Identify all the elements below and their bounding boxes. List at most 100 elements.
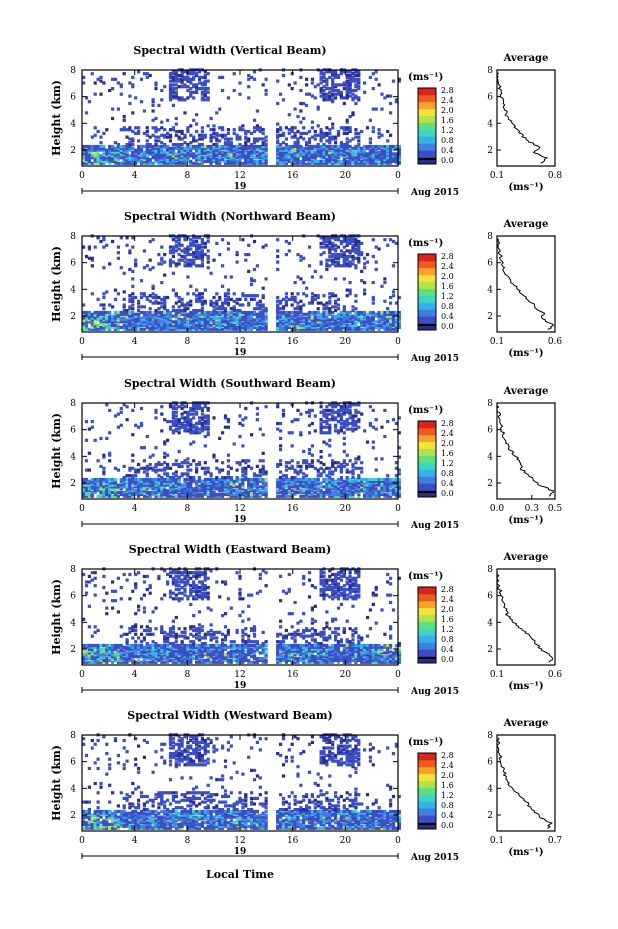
heatmap-cell bbox=[339, 406, 343, 411]
heatmap-cell bbox=[203, 466, 207, 470]
heatmap-cell bbox=[139, 487, 144, 491]
heatmap-cell bbox=[345, 75, 349, 79]
heatmap-cell bbox=[357, 457, 361, 461]
heatmap-cell bbox=[238, 156, 242, 160]
y-axis-label: Height (km) bbox=[50, 80, 63, 156]
heatmap-cell bbox=[255, 464, 259, 468]
heatmap-cell bbox=[145, 434, 149, 439]
heatmap-cell bbox=[171, 323, 175, 328]
heatmap-cell bbox=[134, 154, 138, 158]
heatmap-cell bbox=[166, 135, 170, 139]
heatmap-cell bbox=[200, 148, 204, 152]
heatmap-cell bbox=[166, 325, 170, 329]
heatmap-cell bbox=[322, 144, 326, 149]
heatmap-cell bbox=[383, 152, 387, 156]
heatmap-cell bbox=[157, 477, 161, 482]
heatmap-cell bbox=[313, 414, 317, 418]
heatmap-cell bbox=[174, 309, 178, 313]
heatmap-cell bbox=[200, 137, 204, 141]
heatmap-cell bbox=[96, 312, 100, 316]
heatmap-cell bbox=[180, 70, 184, 74]
heatmap-cell bbox=[145, 264, 149, 268]
heatmap-cell bbox=[174, 323, 178, 328]
heatmap-cell bbox=[371, 297, 375, 301]
heatmap-cell bbox=[250, 316, 254, 320]
heatmap-cell bbox=[316, 487, 320, 491]
heatmap-cell bbox=[307, 159, 312, 163]
heatmap-cell bbox=[151, 316, 155, 320]
heatmap-cell bbox=[96, 156, 100, 160]
heatmap-cell bbox=[163, 455, 167, 459]
heatmap-cell bbox=[235, 159, 239, 163]
heatmap-cell bbox=[276, 122, 280, 126]
heatmap-cell bbox=[247, 301, 251, 305]
heatmap-cell bbox=[238, 322, 242, 326]
heatmap-cell bbox=[342, 327, 346, 331]
heatmap-cell bbox=[365, 477, 370, 482]
heatmap-cell bbox=[319, 245, 323, 249]
heatmap-cell bbox=[307, 146, 312, 150]
heatmap-cell bbox=[279, 157, 283, 162]
heatmap-cell bbox=[174, 320, 178, 324]
heatmap-cell bbox=[189, 314, 193, 318]
heatmap-cell bbox=[203, 318, 207, 322]
heatmap-cell bbox=[226, 247, 230, 251]
heatmap-cell bbox=[215, 485, 219, 489]
heatmap-cell bbox=[87, 256, 91, 260]
heatmap-cell bbox=[137, 70, 141, 74]
heatmap-cell bbox=[357, 251, 361, 255]
heatmap-cell bbox=[105, 159, 109, 163]
heatmap-cell bbox=[134, 295, 138, 300]
heatmap-cell bbox=[342, 150, 346, 154]
heatmap-cell bbox=[174, 262, 178, 266]
heatmap-cell bbox=[180, 152, 184, 156]
heatmap-cell bbox=[345, 310, 349, 315]
heatmap-cell bbox=[377, 479, 381, 483]
heatmap-cell bbox=[102, 156, 106, 160]
heatmap-cell bbox=[197, 481, 202, 485]
heatmap-cell bbox=[215, 476, 219, 480]
heatmap-cell bbox=[87, 479, 91, 483]
heatmap-cell bbox=[206, 150, 210, 154]
heatmap-cell bbox=[325, 318, 329, 322]
heatmap-cell bbox=[157, 489, 161, 493]
heatmap-cell bbox=[339, 154, 343, 158]
heatmap-cell bbox=[339, 126, 343, 130]
heatmap-cell bbox=[139, 323, 144, 328]
heatmap-cell bbox=[325, 322, 329, 326]
heatmap-cell bbox=[397, 323, 401, 328]
heatmap-cell bbox=[357, 492, 361, 496]
heatmap-cell bbox=[336, 464, 341, 468]
heatmap-cell bbox=[258, 322, 262, 326]
heatmap-cell bbox=[305, 159, 309, 163]
heatmap-cell bbox=[168, 90, 173, 94]
heatmap-cell bbox=[122, 161, 126, 165]
heatmap-cell bbox=[258, 320, 262, 324]
heatmap-cell bbox=[296, 275, 300, 279]
heatmap-cell bbox=[299, 412, 303, 416]
heatmap-cell bbox=[119, 85, 123, 89]
heatmap-cell bbox=[252, 159, 257, 163]
heatmap-cell bbox=[186, 427, 190, 431]
heatmap-cell bbox=[122, 316, 126, 320]
heatmap-cell bbox=[316, 154, 320, 158]
heatmap-cell bbox=[255, 494, 259, 498]
heatmap-cell bbox=[252, 141, 257, 145]
heatmap-cell bbox=[351, 490, 355, 495]
heatmap-cell bbox=[391, 152, 396, 156]
heatmap-cell bbox=[226, 292, 230, 296]
heatmap-cell bbox=[128, 141, 132, 145]
heatmap-cell bbox=[299, 431, 303, 435]
heatmap-cell bbox=[279, 327, 283, 331]
heatmap-cell bbox=[302, 494, 306, 498]
heatmap-cell bbox=[331, 157, 335, 162]
heatmap-cell bbox=[368, 323, 372, 328]
heatmap-cell bbox=[174, 462, 178, 467]
heatmap-cell bbox=[151, 133, 155, 137]
heatmap-cell bbox=[247, 137, 251, 141]
heatmap-cell bbox=[389, 144, 393, 149]
heatmap-cell bbox=[313, 137, 317, 141]
heatmap-cell bbox=[226, 494, 230, 498]
heatmap-cell bbox=[293, 323, 297, 328]
heatmap-cell bbox=[232, 305, 236, 309]
